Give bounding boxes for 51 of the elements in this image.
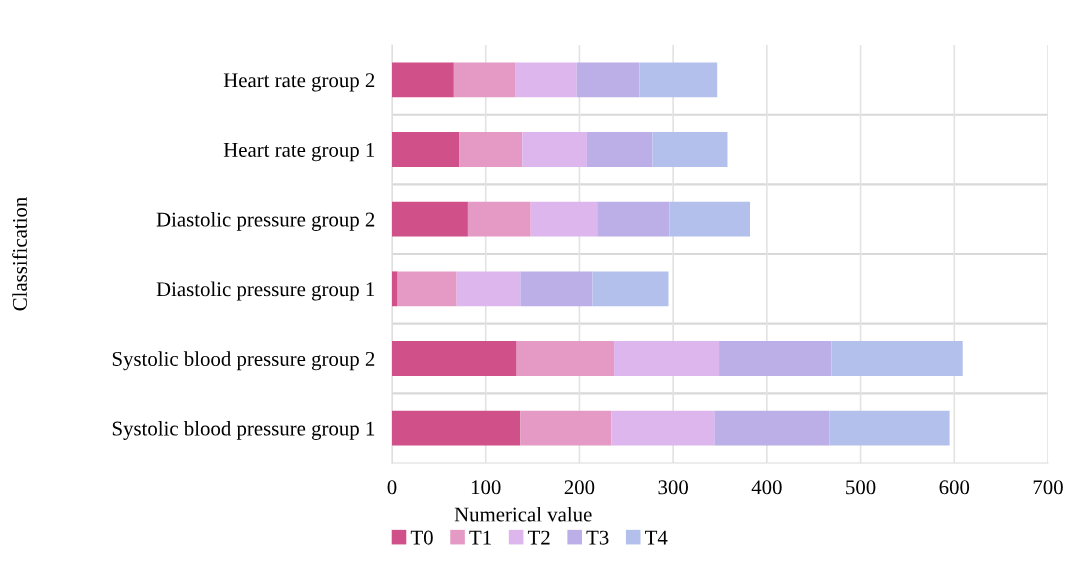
bar — [522, 132, 587, 167]
y-tick-label: Diastolic pressure group 2 — [156, 211, 375, 231]
bar — [719, 341, 832, 376]
x-tick-label: 100 — [471, 480, 501, 495]
bar — [397, 271, 457, 307]
bar — [714, 410, 830, 446]
x-axis-title: Numerical value — [454, 506, 592, 522]
legend-label: T4 — [645, 530, 668, 545]
bar — [516, 341, 615, 376]
bar — [392, 62, 454, 98]
bar — [576, 62, 640, 98]
bar — [520, 271, 593, 307]
bar — [586, 132, 653, 167]
x-tick-label: 700 — [1033, 480, 1063, 495]
legend-label: T3 — [586, 530, 609, 545]
bar — [392, 410, 521, 446]
bar — [515, 62, 577, 98]
bar — [829, 410, 950, 446]
bar — [392, 201, 468, 237]
legend-label: T1 — [469, 530, 491, 545]
bar — [652, 132, 728, 167]
bar — [392, 341, 517, 376]
bar — [669, 201, 750, 237]
bar — [467, 201, 531, 237]
y-tick-label: Systolic blood pressure group 2 — [112, 351, 375, 371]
bar — [831, 341, 963, 376]
y-tick-label: Diastolic pressure group 1 — [156, 281, 375, 301]
bar — [459, 132, 523, 167]
bar — [530, 201, 598, 237]
bar — [597, 201, 670, 237]
bar — [392, 271, 398, 307]
x-tick-label: 400 — [751, 480, 782, 495]
y-tick-label: Systolic blood pressure group 1 — [112, 420, 375, 440]
bar — [592, 271, 669, 307]
bar — [392, 132, 460, 167]
x-tick-label: 600 — [939, 480, 970, 495]
bar — [611, 410, 715, 446]
x-tick-label: 200 — [564, 480, 595, 495]
bar — [456, 271, 521, 307]
y-axis-title: Classification — [12, 197, 27, 311]
y-tick-label: Heart rate group 1 — [223, 142, 375, 162]
legend-label: T2 — [527, 530, 550, 545]
x-tick-label: 0 — [387, 480, 397, 495]
bar — [614, 341, 720, 376]
y-tick-label: Heart rate group 2 — [223, 73, 375, 92]
bar — [520, 410, 612, 446]
x-tick-label: 500 — [846, 480, 876, 495]
x-tick-label: 300 — [658, 480, 688, 495]
legend-label: T0 — [410, 530, 433, 545]
bar — [639, 62, 718, 98]
bar — [453, 62, 516, 98]
